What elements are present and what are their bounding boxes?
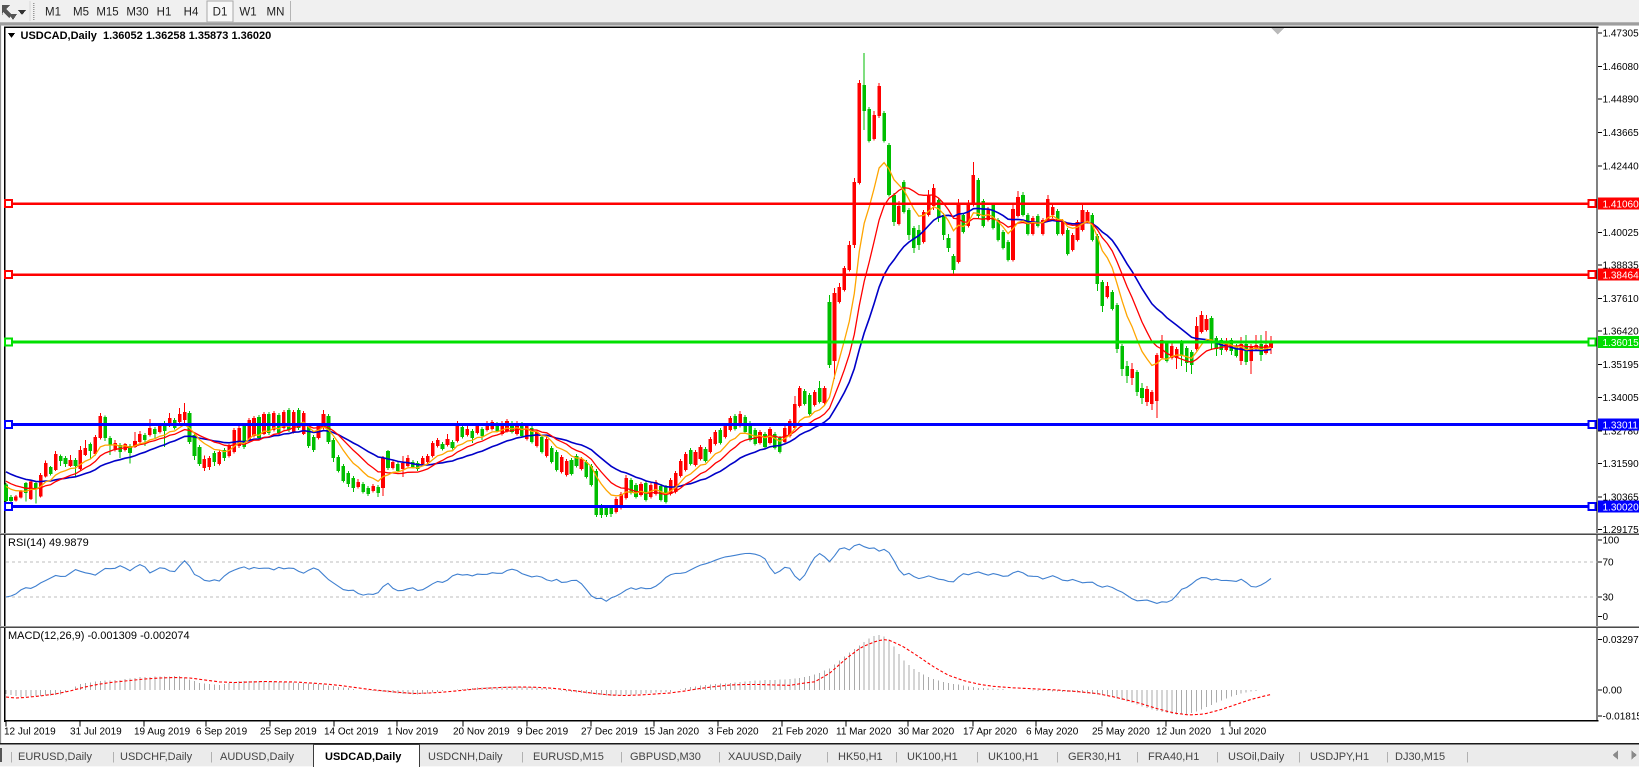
svg-text:USDCHF,Daily: USDCHF,Daily (120, 751, 193, 763)
svg-text:0.00: 0.00 (1603, 686, 1623, 697)
svg-text:1.38464: 1.38464 (1603, 271, 1639, 282)
svg-text:1.30020: 1.30020 (1603, 502, 1639, 513)
svg-text:100: 100 (1603, 536, 1620, 547)
svg-text:1.43665: 1.43665 (1603, 128, 1639, 139)
svg-text:USDCNH,Daily: USDCNH,Daily (428, 751, 503, 763)
svg-text:21 Feb 2020: 21 Feb 2020 (772, 727, 829, 738)
svg-text:14 Oct 2019: 14 Oct 2019 (324, 727, 379, 738)
svg-text:1.31590: 1.31590 (1603, 459, 1639, 470)
svg-text:25 Sep 2019: 25 Sep 2019 (260, 727, 317, 738)
svg-text:UK100,H1: UK100,H1 (988, 751, 1039, 763)
svg-text:H4: H4 (184, 7, 199, 19)
svg-text:W1: W1 (239, 7, 256, 19)
svg-text:1.46080: 1.46080 (1603, 62, 1639, 73)
svg-text:MACD(12,26,9) -0.001309 -0.002: MACD(12,26,9) -0.001309 -0.002074 (8, 630, 190, 642)
svg-text:|: | (895, 751, 898, 763)
svg-text:1.37610: 1.37610 (1603, 294, 1639, 305)
svg-text:1.44890: 1.44890 (1603, 95, 1639, 106)
svg-text:USDCAD,Daily 1.36052 1.36258: USDCAD,Daily 1.36052 1.36258 1.35873 1.3… (21, 30, 272, 42)
svg-text:|: | (1466, 751, 1469, 763)
svg-text:31 Jul 2019: 31 Jul 2019 (70, 727, 122, 738)
svg-text:1.40025: 1.40025 (1603, 228, 1639, 239)
svg-text:12 Jun 2020: 12 Jun 2020 (1156, 727, 1211, 738)
svg-text:UK100,H1: UK100,H1 (907, 751, 958, 763)
svg-text:|: | (1386, 751, 1389, 763)
svg-text:HK50,H1: HK50,H1 (838, 751, 883, 763)
svg-text:20 Nov 2019: 20 Nov 2019 (453, 727, 510, 738)
svg-text:0: 0 (1603, 612, 1609, 623)
svg-text:17 Apr 2020: 17 Apr 2020 (963, 727, 1017, 738)
svg-text:1.42440: 1.42440 (1603, 162, 1639, 173)
svg-text:9 Dec 2019: 9 Dec 2019 (517, 727, 569, 738)
svg-text:11 Mar 2020: 11 Mar 2020 (836, 727, 892, 738)
svg-text:H1: H1 (157, 7, 172, 19)
svg-text:1.36420: 1.36420 (1603, 327, 1639, 338)
svg-text:M15: M15 (96, 7, 118, 19)
svg-text:19 Aug 2019: 19 Aug 2019 (134, 727, 191, 738)
svg-text:1.38835: 1.38835 (1603, 261, 1639, 272)
svg-text:3 Feb 2020: 3 Feb 2020 (708, 727, 759, 738)
svg-text:M30: M30 (126, 7, 148, 19)
svg-text:|: | (718, 751, 721, 763)
svg-text:EURUSD,M15: EURUSD,M15 (533, 751, 604, 763)
svg-text:RSI(14) 49.9879: RSI(14) 49.9879 (8, 537, 89, 549)
svg-text:1.34005: 1.34005 (1603, 393, 1639, 404)
svg-text:|: | (1056, 751, 1059, 763)
svg-text:30: 30 (1603, 593, 1615, 604)
svg-text:|: | (826, 751, 829, 763)
svg-text:M1: M1 (45, 7, 61, 19)
svg-text:1.30365: 1.30365 (1603, 493, 1639, 504)
svg-text:-0.01815: -0.01815 (1603, 712, 1639, 723)
svg-text:|: | (620, 751, 623, 763)
svg-text:6 Sep 2019: 6 Sep 2019 (196, 727, 248, 738)
svg-text:27 Dec 2019: 27 Dec 2019 (581, 727, 638, 738)
svg-text:|: | (1136, 751, 1139, 763)
svg-text:1.41060: 1.41060 (1603, 199, 1639, 210)
svg-text:1.47305: 1.47305 (1603, 28, 1639, 39)
svg-text:AUDUSD,Daily: AUDUSD,Daily (220, 751, 294, 763)
svg-text:GER30,H1: GER30,H1 (1068, 751, 1121, 763)
svg-text:1.29175: 1.29175 (1603, 525, 1639, 536)
svg-text:USDCAD,Daily: USDCAD,Daily (325, 751, 402, 763)
svg-text:M5: M5 (73, 7, 89, 19)
svg-text:USDJPY,H1: USDJPY,H1 (1310, 751, 1369, 763)
svg-text:1 Nov 2019: 1 Nov 2019 (387, 727, 439, 738)
svg-text:|: | (112, 751, 115, 763)
svg-text:D1: D1 (213, 7, 228, 19)
svg-text:15 Jan 2020: 15 Jan 2020 (644, 727, 699, 738)
svg-text:70: 70 (1603, 557, 1615, 568)
svg-text:DJ30,M15: DJ30,M15 (1395, 751, 1445, 763)
svg-text:USOil,Daily: USOil,Daily (1228, 751, 1285, 763)
svg-text:|: | (210, 751, 213, 763)
svg-text:|: | (1216, 751, 1219, 763)
svg-text:|: | (1298, 751, 1301, 763)
svg-text:0.032972: 0.032972 (1603, 635, 1639, 646)
svg-text:FRA40,H1: FRA40,H1 (1148, 751, 1199, 763)
svg-text:30 Mar 2020: 30 Mar 2020 (898, 727, 955, 738)
svg-text:1.32780: 1.32780 (1603, 426, 1639, 437)
svg-text:1.36015: 1.36015 (1603, 338, 1639, 349)
svg-text:6 May 2020: 6 May 2020 (1026, 727, 1079, 738)
svg-text:EURUSD,Daily: EURUSD,Daily (18, 751, 92, 763)
svg-text:MN: MN (267, 7, 285, 19)
svg-text:1 Jul 2020: 1 Jul 2020 (1220, 727, 1267, 738)
svg-text:|: | (976, 751, 979, 763)
svg-text:1.35195: 1.35195 (1603, 360, 1639, 371)
svg-text:|: | (10, 751, 13, 763)
svg-text:1.33011: 1.33011 (1603, 420, 1639, 431)
svg-text:12 Jul 2019: 12 Jul 2019 (4, 727, 56, 738)
svg-text:XAUUSD,Daily: XAUUSD,Daily (728, 751, 802, 763)
svg-text:|: | (521, 751, 524, 763)
svg-text:25 May 2020: 25 May 2020 (1092, 727, 1150, 738)
svg-text:GBPUSD,M30: GBPUSD,M30 (630, 751, 701, 763)
